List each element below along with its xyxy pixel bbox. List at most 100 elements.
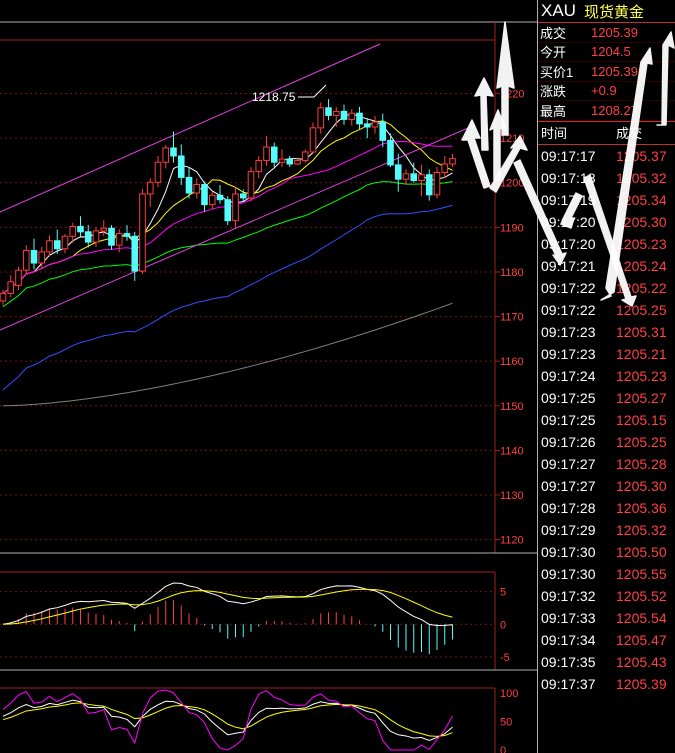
candle [247, 167, 255, 202]
candle-body [425, 174, 433, 196]
tick-price: 1205.23 [616, 367, 667, 384]
quote-label: 最高 [540, 103, 567, 119]
tick-row: 09:17:17 1205.37 [538, 145, 675, 167]
tick-row: 09:17:28 1205.36 [538, 497, 675, 519]
kdj-tick-label: 50 [500, 716, 512, 728]
candle-body [332, 110, 340, 116]
ma120-line [2, 302, 453, 407]
quote-value: 1208.27 [591, 102, 638, 118]
tick-time: 09:17:28 [541, 499, 596, 516]
candle [232, 187, 239, 228]
tick-header-time: 时间 [541, 126, 568, 141]
j-line [2, 689, 453, 751]
tick-row: 09:17:25 1205.27 [538, 387, 675, 409]
candle [92, 227, 100, 247]
tick-time: 09:17:26 [541, 433, 596, 450]
quote-label: 买价1 [540, 64, 574, 80]
trend-channel [0, 43, 476, 331]
price-tick-label: 1210 [500, 133, 524, 145]
dif-line [2, 582, 453, 627]
tick-time: 09:17:19 [541, 191, 596, 208]
tick-time: 09:17:21 [541, 257, 596, 274]
candle-body [270, 146, 278, 163]
quote-label: 涨跌 [540, 84, 567, 100]
candle-body [340, 110, 348, 120]
d-line [2, 702, 453, 737]
candle-body [232, 193, 239, 222]
tick-price: 1205.23 [616, 235, 667, 252]
price-tick-label: 1200 [500, 178, 524, 190]
tick-price: 1205.39 [616, 675, 667, 692]
price-tick-label: 1170 [500, 312, 524, 324]
macd-indicator [2, 582, 453, 655]
price-tick-label: 1130 [500, 490, 524, 502]
k-line [2, 699, 453, 741]
candle [193, 178, 201, 199]
tick-time: 09:17:27 [541, 455, 596, 472]
candle-body [30, 250, 38, 264]
tick-row: 09:17:27 1205.30 [538, 475, 675, 497]
tick-row: 09:17:32 1205.52 [538, 585, 675, 607]
candle-body [402, 173, 410, 180]
high-price-label: 1218.75 [252, 90, 296, 104]
tick-row: 09:17:33 1205.54 [538, 607, 675, 629]
tick-time: 09:17:17 [541, 147, 596, 164]
candle [433, 167, 441, 199]
candle [425, 169, 433, 201]
macd-grid [0, 591, 495, 658]
candle-body [216, 194, 224, 201]
candle-body [77, 225, 84, 233]
candle [301, 149, 309, 163]
price-tick-label: 1180 [500, 267, 524, 279]
tick-time: 09:17:20 [541, 235, 596, 252]
candle [332, 106, 340, 127]
candle [356, 106, 363, 130]
tick-row: 09:17:35 1205.43 [538, 651, 675, 673]
high-annotation: 1218.75 [252, 84, 327, 104]
candle-body [7, 281, 15, 294]
tick-price: 1205.37 [616, 147, 667, 164]
candle-body [162, 147, 170, 163]
macd-tick-label: 5 [500, 587, 506, 599]
candle-body [379, 121, 387, 141]
symbol-name: 现货黄金 [583, 3, 644, 21]
tick-list[interactable]: 09:17:17 1205.37 09:17:18 1205.32 09:17:19 12… [538, 145, 675, 695]
candle-body [348, 112, 356, 120]
tick-row: 09:17:23 1205.31 [538, 321, 675, 343]
candle-body [22, 250, 30, 271]
tick-price: 1205.21 [616, 345, 667, 362]
candle [146, 178, 154, 207]
quote-row: 今开 1204.5 [538, 43, 675, 62]
tick-price: 1205.54 [616, 609, 667, 626]
ma30-line [2, 181, 453, 308]
price-grid [0, 93, 495, 541]
candle-body [247, 171, 255, 199]
tick-row: 09:17:37 1205.39 [538, 673, 675, 695]
candle [224, 196, 232, 226]
tick-price: 1205.43 [616, 653, 667, 670]
candle [379, 113, 387, 148]
candle-body [286, 158, 294, 165]
candle [216, 184, 224, 204]
tick-row: 09:17:22 1205.22 [538, 277, 675, 299]
candle [278, 149, 286, 168]
ma60-line [2, 204, 453, 391]
tick-price: 1205.55 [616, 565, 667, 582]
candle [139, 188, 146, 274]
quote-value: +0.9 [591, 83, 617, 99]
tick-price: 1205.31 [616, 323, 667, 340]
tick-row: 09:17:22 1205.25 [538, 299, 675, 321]
tick-time: 09:17:20 [541, 213, 596, 230]
kdj-tick-label: 0 [500, 745, 506, 753]
candle-body [139, 193, 146, 272]
candle-body [84, 231, 92, 243]
tick-row: 09:17:21 1205.24 [538, 255, 675, 277]
candle-body [69, 225, 77, 237]
macd-tick-label: 0 [500, 619, 506, 631]
tick-row: 09:17:24 1205.23 [538, 365, 675, 387]
candle-body [410, 173, 418, 182]
tick-price: 1205.36 [616, 499, 667, 516]
tick-price: 1205.34 [616, 191, 667, 208]
kdj-tick-label: 100 [500, 688, 518, 700]
candle [208, 191, 216, 210]
